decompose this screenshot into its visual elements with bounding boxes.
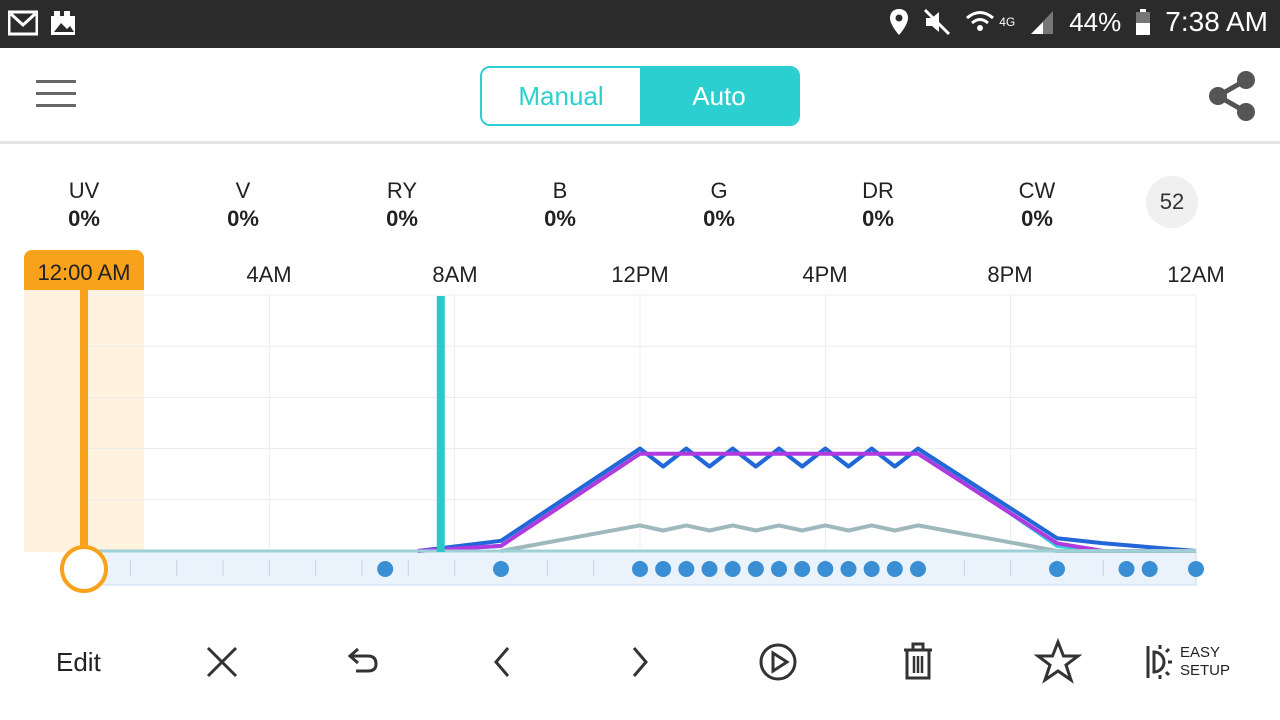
edit-button[interactable]: Edit bbox=[56, 646, 101, 677]
easy-setup-label: EASY SETUP bbox=[1180, 644, 1230, 680]
status-bar: 4G 44% 7:38 AM bbox=[0, 0, 1280, 48]
channel-g: G 0% bbox=[679, 178, 759, 232]
easy-setup-line1: EASY bbox=[1180, 644, 1221, 661]
count-badge[interactable]: 52 bbox=[1146, 176, 1198, 228]
schedule-point[interactable] bbox=[493, 561, 509, 577]
play-icon[interactable] bbox=[756, 638, 800, 686]
channel-name: CW bbox=[1018, 178, 1056, 203]
tick-label: 12AM bbox=[1167, 262, 1225, 287]
channel-value: 0% bbox=[227, 206, 259, 231]
series-line-3 bbox=[500, 523, 1196, 553]
current-time-tag[interactable]: 12:00 AM bbox=[24, 250, 144, 296]
next-icon[interactable] bbox=[618, 638, 662, 686]
schedule-point[interactable] bbox=[678, 561, 695, 577]
chart-grid bbox=[84, 294, 1197, 551]
auto-mode-button[interactable]: Auto bbox=[640, 68, 798, 124]
channel-uv: UV 0% bbox=[44, 178, 124, 232]
prev-icon[interactable] bbox=[480, 638, 524, 686]
menu-icon[interactable] bbox=[36, 80, 76, 112]
schedule-chart[interactable] bbox=[0, 290, 1280, 600]
schedule-point[interactable] bbox=[724, 561, 741, 577]
network-label: 4G bbox=[999, 15, 1016, 29]
schedule-point[interactable] bbox=[1118, 561, 1135, 577]
schedule-point[interactable] bbox=[771, 561, 787, 577]
schedule-point[interactable] bbox=[1049, 561, 1065, 577]
schedule-point[interactable] bbox=[632, 561, 648, 577]
schedule-point[interactable] bbox=[863, 561, 880, 577]
wifi-icon bbox=[966, 11, 995, 31]
tick-label: 8AM bbox=[432, 262, 478, 287]
schedule-point[interactable] bbox=[1141, 561, 1158, 577]
tick-label: 12PM bbox=[611, 262, 669, 287]
schedule-point[interactable] bbox=[377, 561, 394, 577]
easy-setup-button[interactable]: EASY SETUP bbox=[1142, 638, 1230, 686]
channel-value: 0% bbox=[544, 206, 576, 231]
channel-name: B bbox=[552, 178, 568, 203]
schedule-point[interactable] bbox=[1188, 561, 1204, 577]
points-layer bbox=[377, 561, 1204, 577]
schedule-point[interactable] bbox=[910, 561, 926, 577]
status-right: 4G 44% 7:38 AM bbox=[889, 6, 1268, 38]
channel-name: V bbox=[235, 178, 251, 203]
channel-name: RY bbox=[386, 178, 418, 203]
bottom-toolbar: Edit EASY bbox=[0, 620, 1280, 704]
trash-icon[interactable] bbox=[896, 638, 940, 686]
channel-value: 0% bbox=[862, 206, 894, 231]
clock: 7:38 AM bbox=[1165, 6, 1268, 37]
gmail-icon bbox=[8, 10, 38, 36]
app-bar: Manual Auto bbox=[0, 48, 1280, 144]
battery-icon bbox=[1136, 9, 1151, 35]
location-icon bbox=[890, 9, 909, 35]
series-layer bbox=[417, 446, 1197, 553]
signal-icon bbox=[1031, 11, 1054, 34]
channel-name: G bbox=[710, 178, 728, 203]
star-icon[interactable] bbox=[1034, 638, 1082, 686]
undo-icon[interactable] bbox=[340, 638, 384, 686]
tick-label: 4AM bbox=[246, 262, 292, 287]
channel-value: 0% bbox=[68, 206, 100, 231]
mode-toggle: Manual Auto bbox=[480, 66, 800, 126]
easy-setup-line2: SETUP bbox=[1180, 662, 1231, 679]
channel-ry: RY 0% bbox=[362, 178, 442, 232]
schedule-point[interactable] bbox=[747, 561, 764, 577]
schedule-point[interactable] bbox=[794, 561, 811, 577]
channel-name: DR bbox=[862, 178, 894, 203]
mute-icon bbox=[924, 8, 951, 36]
channel-value: 0% bbox=[386, 206, 418, 231]
channel-value: 0% bbox=[1021, 206, 1053, 231]
schedule-point[interactable] bbox=[886, 561, 903, 577]
tick-label: 8PM bbox=[987, 262, 1033, 287]
channel-v: V 0% bbox=[203, 178, 283, 232]
status-left-icons bbox=[8, 10, 78, 36]
channel-name: UV bbox=[68, 178, 100, 203]
schedule-point[interactable] bbox=[840, 561, 857, 577]
manual-mode-button[interactable]: Manual bbox=[482, 68, 640, 124]
share-icon[interactable] bbox=[1204, 68, 1260, 124]
close-icon[interactable] bbox=[200, 638, 244, 686]
schedule-point[interactable] bbox=[655, 561, 672, 577]
channel-cw: CW 0% bbox=[997, 178, 1077, 232]
battery-percent: 44% bbox=[1069, 6, 1122, 37]
photos-icon bbox=[51, 11, 75, 35]
schedule-point[interactable] bbox=[701, 561, 718, 577]
schedule-point[interactable] bbox=[817, 561, 834, 577]
series-line-2 bbox=[417, 451, 1196, 553]
series-line-1 bbox=[417, 446, 1197, 553]
time-handle[interactable] bbox=[60, 545, 108, 593]
channel-readouts: UV 0% V 0% RY 0% B 0% G 0% DR 0% CW 0% bbox=[0, 178, 1280, 238]
tick-label: 4PM bbox=[802, 262, 848, 287]
brightness-icon bbox=[1146, 645, 1172, 679]
channel-value: 0% bbox=[703, 206, 735, 231]
channel-dr: DR 0% bbox=[838, 178, 918, 232]
channel-b: B 0% bbox=[520, 178, 600, 232]
